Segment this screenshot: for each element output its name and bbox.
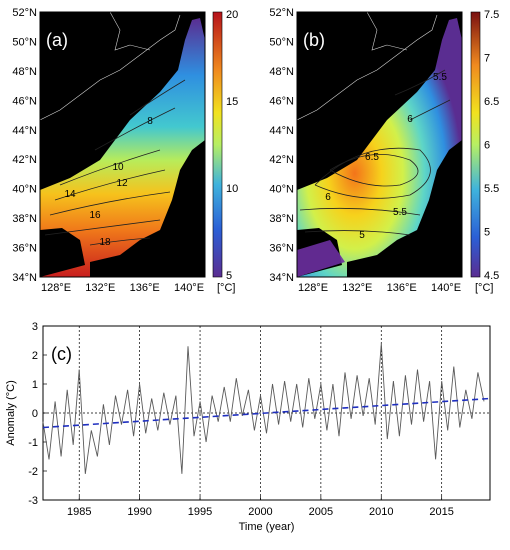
panel-a-land-korea [40,228,85,277]
panel-c-x-tick: 2005 [309,506,333,518]
panel-b-south-cool [297,240,345,277]
panel-b-y-tick: 52°N [269,7,294,19]
panel-c-x-tick: 2000 [248,506,272,518]
panel-b-contour-label: 6 [325,192,331,203]
panel-b-colorbar-tick: 5.5 [484,183,499,195]
panel-c-y-tick: 1 [32,379,38,391]
panel-c-y-tick: -1 [28,437,38,449]
panel-c-grid [43,325,490,501]
panel-a-colorbar-tick: 5 [226,270,232,282]
panel-a-y-tick: 46°N [12,95,37,107]
panel-a-y-tick: 52°N [12,7,37,19]
panel-b-contour-label: 5 [359,230,365,241]
panel-a-y-tick: 40°N [12,184,37,196]
panel-b-y-tick: 36°N [269,243,294,255]
panel-b-x-tick: 128°E [298,282,328,294]
panel-b-colorbar-tick: 5 [484,227,490,239]
panel-b-y-tick: 44°N [269,125,294,137]
panel-a-coastline [40,12,181,121]
panel-c-x-tick: 1995 [188,506,212,518]
panel-a-label: (a) [46,30,68,50]
panel-a-y-tick: 34°N [12,272,37,284]
panel-a-frame [39,11,206,278]
panel-b-colorbar [470,11,481,278]
panel-c-y-tick: -3 [28,495,38,507]
panel-b-contour-label: 5.5 [393,207,407,218]
panel-b-coastline [297,12,438,121]
panel-b-colorbar-tick: 7.5 [484,9,499,21]
panel-b-map [296,11,481,278]
panel-c-y-tick: 2 [32,350,38,362]
panel-a-y-tick: 38°N [12,213,37,225]
trend-line [42,397,491,429]
panel-b-frame [296,11,463,278]
panel-b-x-tick: 132°E [342,282,372,294]
panel-b-x-tick: 136°E [387,282,417,294]
panel-a-contour-label: 10 [112,162,124,173]
panel-a-colorbar-tick: 10 [226,183,238,195]
panel-c-y-tick: 0 [32,408,38,420]
panel-b-colorbar-tick: 7 [484,53,490,65]
panel-c-timeseries [42,325,491,501]
panel-c-x-tick: 2015 [429,506,453,518]
panel-b-colorbar-tick: 6 [484,140,490,152]
text-layer: (a) 52°N 50°N 48°N 46°N 44°N 42°N 40°N 38°N 36°N 3… [5,7,499,533]
panel-a-x-tick: 136°E [130,282,160,294]
panel-a-contour-label: 1 [175,218,181,229]
panel-c-x-tick: 1985 [67,506,91,518]
panel-b-colorbar-tick: 6.5 [484,96,499,108]
anomaly-series-line [42,343,485,474]
panel-a-x-tick: 140°E [174,282,204,294]
panel-c-x-tick: 2010 [369,506,393,518]
panel-c-x-axis-label: Time (year) [239,521,295,533]
panel-b-colorbar-tick: 4.5 [484,270,499,282]
panel-a-contours [44,79,186,246]
panel-b-y-tick: 38°N [269,213,294,225]
panel-a-contour-label: 14 [64,189,76,200]
panel-b-sea [297,18,462,277]
panel-a-y-tick: 48°N [12,66,37,78]
panel-a-x-tick: 128°E [41,282,71,294]
panel-a-y-tick: 36°N [12,243,37,255]
panel-a-colorbar-unit: [°C] [217,282,235,294]
panel-a-y-tick: 50°N [12,36,37,48]
panel-a-contour-label: 18 [99,237,111,248]
panel-a-colorbar-tick: 15 [226,96,238,108]
panel-a-colorbar-tick: 20 [226,9,238,21]
panel-b-y-tick: 40°N [269,184,294,196]
panel-a-land-japan [90,140,205,277]
panel-a-contour-label: 8 [147,116,153,127]
panel-b-label: (b) [303,30,325,50]
panel-b-contour-label: 6 [407,114,413,125]
panel-b-contour-label: 5.5 [433,72,447,83]
panel-a-contour-label: 12 [116,178,128,189]
panel-c-x-tick: 1990 [127,506,151,518]
panel-b-y-tick: 46°N [269,95,294,107]
panel-c-y-tick: -2 [28,466,38,478]
panel-b-y-tick: 42°N [269,154,294,166]
panel-b-y-tick: 34°N [269,272,294,284]
panel-a-sea [40,18,205,277]
panel-b-y-tick: 48°N [269,66,294,78]
panel-b-y-tick: 50°N [269,36,294,48]
panel-a-colorbar [212,11,223,278]
panel-a-y-tick: 44°N [12,125,37,137]
panel-a-x-tick: 132°E [85,282,115,294]
panel-a-y-tick: 42°N [12,154,37,166]
panel-b-x-tick: 140°E [431,282,461,294]
panel-b-land-japan [347,140,462,277]
panel-c-label: (c) [51,344,72,364]
panel-b-contour-label: 6.5 [365,152,379,163]
panel-c-y-axis-label: Anomaly (°C) [5,380,17,446]
panel-b-colorbar-unit: [°C] [475,282,493,294]
panel-a-contour-label: 16 [89,210,101,221]
panel-b-contours [299,69,451,236]
panel-a-map [39,11,223,278]
panel-c-y-tick: 3 [32,321,38,333]
